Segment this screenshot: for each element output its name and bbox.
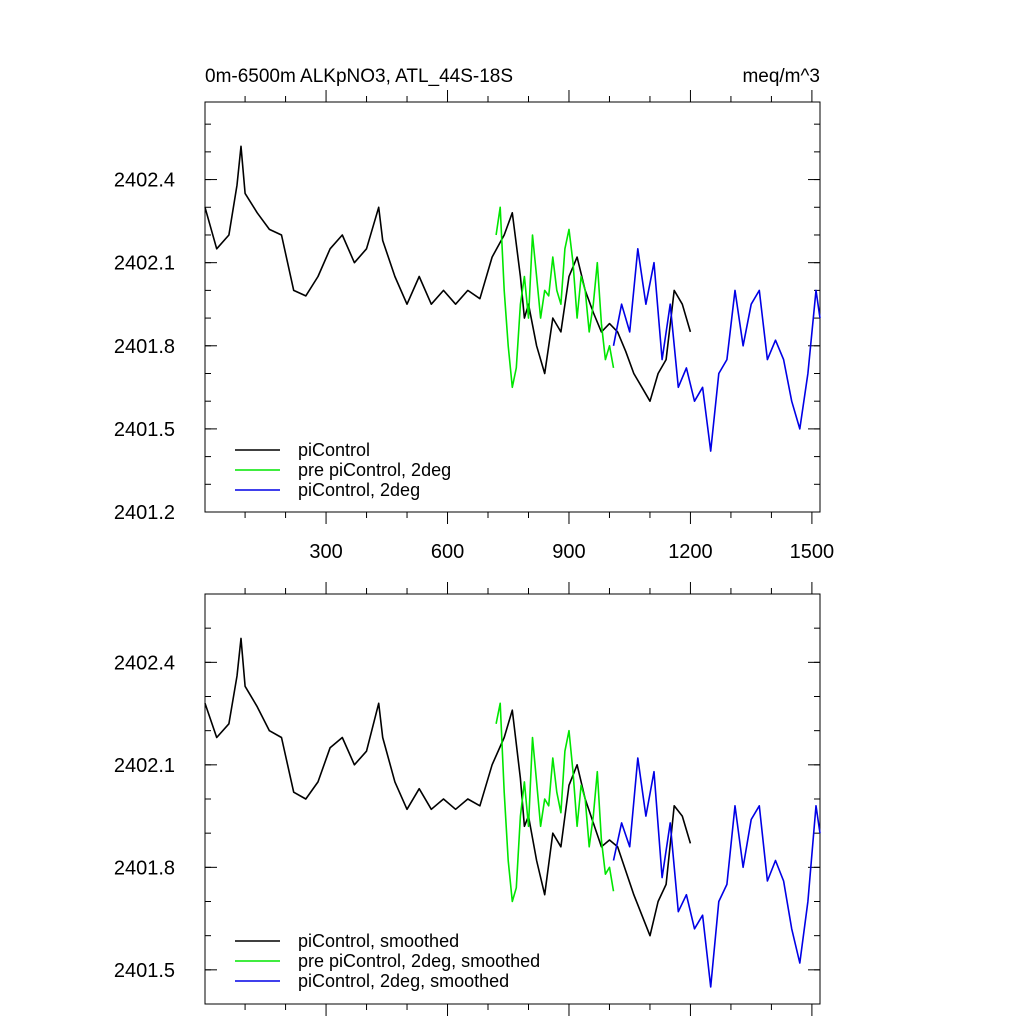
bottom-series-line-2 xyxy=(612,757,821,988)
top-plot-frame xyxy=(204,101,821,513)
top-y-tick-label: 2401.5 xyxy=(114,419,175,441)
top-x-tick-label: 1500 xyxy=(790,541,835,563)
bottom-y-tick-label: 2402.4 xyxy=(114,652,175,674)
bottom-legend-label: pre piControl, 2deg, smoothed xyxy=(298,951,540,971)
bottom-legend-label: piControl, smoothed xyxy=(298,931,459,951)
top-y-tick-label: 2401.8 xyxy=(114,336,175,358)
top-series-line-0 xyxy=(204,145,692,403)
bottom-series-line-1 xyxy=(495,702,615,903)
bottom-panel: 2401.5 2401.8 2402.1 2402.4 piControl, smoot… xyxy=(114,582,821,1016)
units-label: meq/m^3 xyxy=(742,66,820,87)
top-x-tick-label: 600 xyxy=(431,541,464,563)
top-legend-label: piControl xyxy=(298,440,370,460)
top-y-tick-label: 2402.4 xyxy=(114,170,175,192)
top-x-tick-label: 1200 xyxy=(668,541,713,563)
top-legend-label: piControl, 2deg xyxy=(298,480,420,500)
bottom-y-tick-label: 2401.8 xyxy=(114,857,175,879)
chart-title: 0m-6500m ALKpNO3, ATL_44S-18S xyxy=(205,66,513,87)
top-legend-label: pre piControl, 2deg xyxy=(298,460,451,480)
top-series-line-1 xyxy=(495,206,615,389)
bottom-series-line-0 xyxy=(204,637,692,937)
top-x-tick-label: 300 xyxy=(309,541,342,563)
top-y-tick-label: 2402.1 xyxy=(114,253,175,275)
bottom-y-tick-label: 2402.1 xyxy=(114,755,175,777)
top-series-line-2 xyxy=(612,248,821,452)
top-y-tick-label: 2401.2 xyxy=(114,502,175,524)
bottom-y-tick-label: 2401.5 xyxy=(114,960,175,982)
top-panel: 2401.2 2401.5 2401.8 2402.1 2402.4 300 600 900 1… xyxy=(114,90,834,563)
bottom-legend-label: piControl, 2deg, smoothed xyxy=(298,971,509,991)
top-x-tick-label: 900 xyxy=(552,541,585,563)
